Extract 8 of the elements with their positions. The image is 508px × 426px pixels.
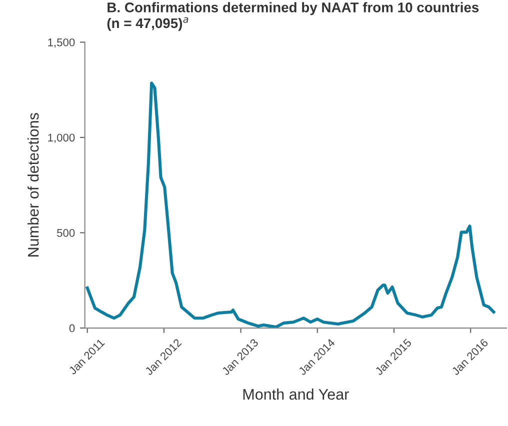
x-axis-title: Month and Year	[243, 388, 349, 400]
y-tick-label: 1,000	[48, 134, 75, 143]
y-tick-label: 0	[69, 324, 75, 332]
y-tick-label: 500	[57, 229, 75, 237]
chart-title: B. Confirmations determined by NAAT from 10 countries (n = 47,095)$^{a}$	[107, 2, 479, 31]
y-axis-title: Number of detections	[28, 113, 39, 256]
y-tick-label: 1,500	[48, 38, 75, 48]
line-series	[86, 82, 496, 328]
